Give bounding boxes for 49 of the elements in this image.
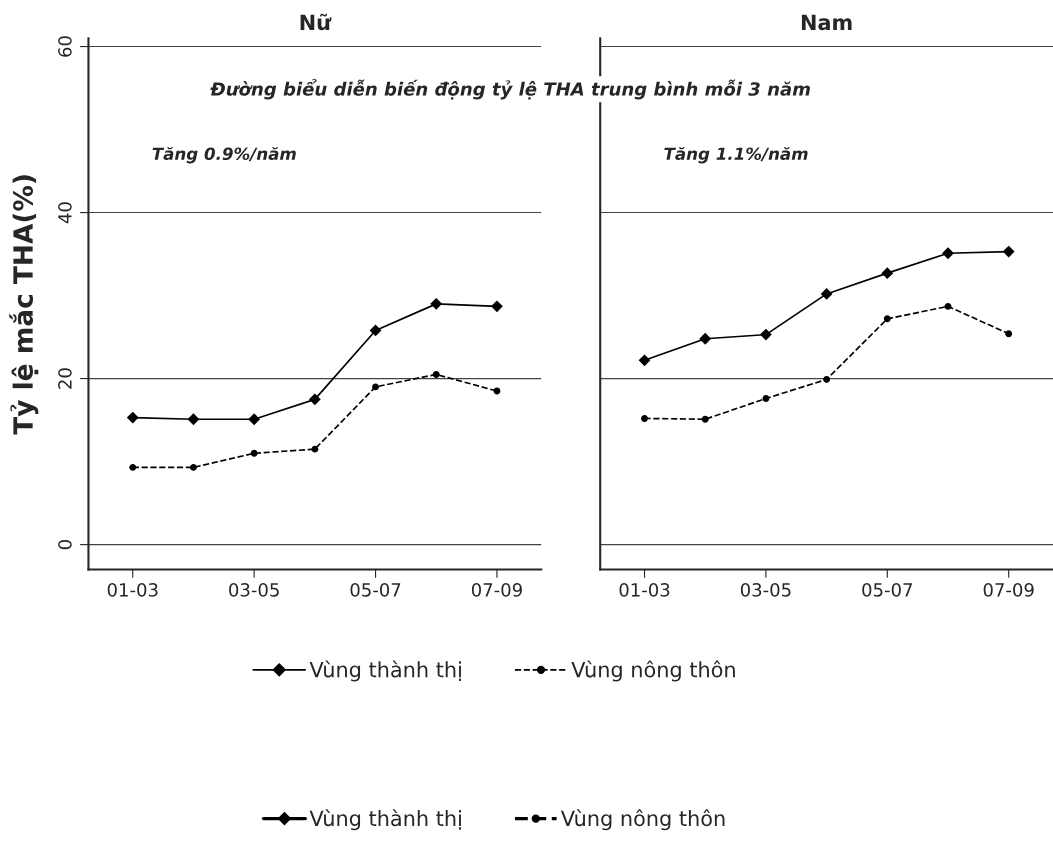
legend-label: Vùng thành thị: [309, 660, 461, 682]
y-tick-label: 40: [58, 202, 72, 224]
point: [187, 413, 200, 426]
point: [881, 267, 894, 280]
point: [823, 375, 831, 383]
point: [699, 332, 712, 345]
legend-label: Vùng thành thị: [309, 809, 461, 831]
y-tick-label: 20: [58, 368, 72, 389]
x-tick-label: 07-09: [471, 583, 522, 597]
point: [762, 395, 770, 402]
point: [248, 413, 261, 426]
x-tick-label: 01-03: [619, 583, 670, 597]
point: [701, 415, 709, 423]
x-tick-label: 01-03: [107, 583, 158, 597]
x-tick-label: 05-07: [350, 583, 401, 597]
x-tick-label: 05-07: [862, 583, 912, 597]
legend-label: Vùng nông thôn: [560, 809, 725, 831]
chart-title: Nam: [801, 14, 852, 31]
point: [638, 354, 651, 367]
point: [189, 463, 197, 471]
point: [250, 449, 258, 457]
point: [369, 324, 382, 337]
point: [430, 297, 443, 310]
point: [129, 463, 137, 471]
point: [1002, 245, 1015, 258]
point: [820, 288, 833, 300]
y-axis-title: Tỷ lệ mắc THA(%): [9, 175, 39, 435]
legend-label: Vùng nông thôn: [571, 660, 735, 682]
point: [311, 445, 319, 453]
x-tick-label: 03-05: [740, 583, 791, 597]
point: [944, 302, 952, 310]
x-tick-label: 03-05: [229, 583, 279, 597]
point: [308, 393, 321, 406]
point: [126, 411, 139, 424]
point: [942, 247, 954, 260]
y-tick-label: 60: [58, 36, 72, 57]
point: [760, 328, 772, 341]
y-tick-label: 0: [58, 540, 72, 550]
point: [1005, 330, 1013, 338]
text: Đường biểu diễn biến động tỷ lệ THA trung bình mỗi 3 năm: [210, 79, 810, 100]
chart-title: Nữ: [300, 13, 332, 31]
annotation: Tăng 0.9%/năm: [152, 146, 296, 164]
annotation: Tăng 1.1%/năm: [664, 146, 808, 164]
point: [372, 383, 380, 391]
point: [641, 414, 648, 422]
point: [432, 370, 440, 378]
point: [491, 300, 503, 313]
x-tick-label: 07-09: [983, 583, 1034, 597]
point: [883, 315, 891, 323]
